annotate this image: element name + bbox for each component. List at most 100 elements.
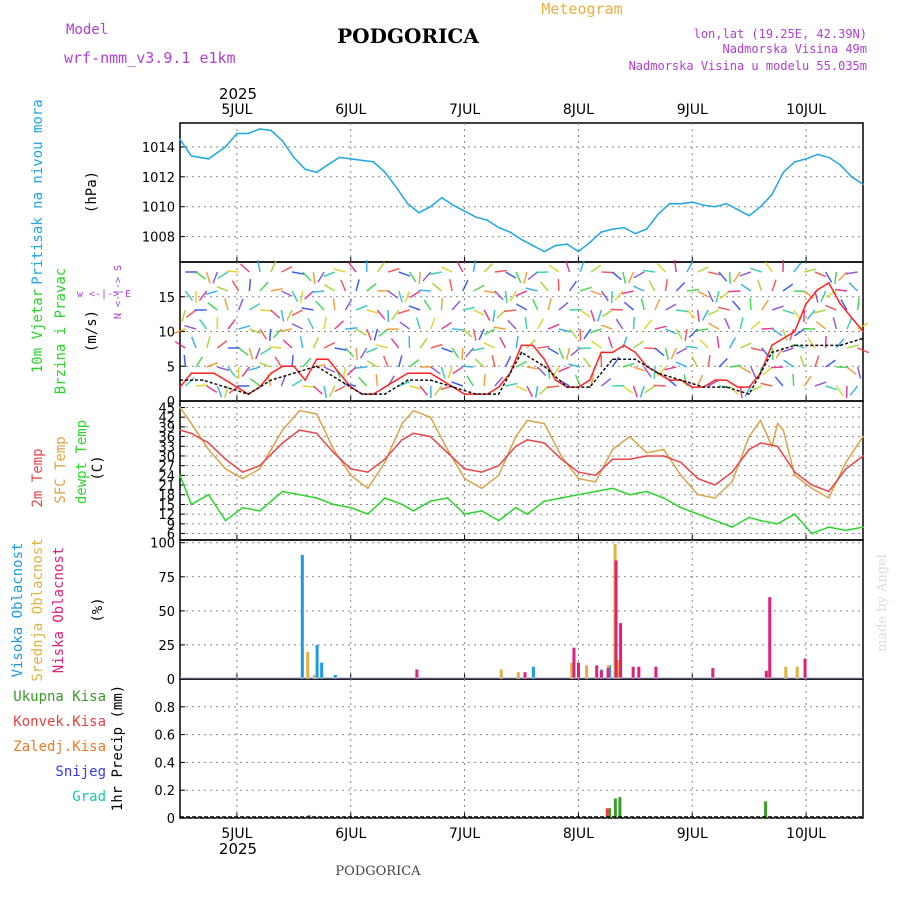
t2m-line-point <box>446 451 449 454</box>
sfc-temp-line-point <box>241 477 244 480</box>
wind-arrow <box>452 366 464 375</box>
pressure-line-point <box>281 140 284 142</box>
pressure-line-point <box>463 210 466 212</box>
wind-arrow <box>431 282 442 292</box>
wind-gust-line-point <box>725 386 728 388</box>
dewpt-line-point <box>401 503 403 506</box>
wind-arrow <box>515 336 519 349</box>
sfc-temp-line-point <box>515 435 517 438</box>
wind-arrow <box>270 309 281 319</box>
t2m-line-point <box>190 432 193 435</box>
wind-arrow <box>376 261 386 273</box>
wind-gust-line-point <box>657 372 659 375</box>
t2m-line-point <box>862 455 864 457</box>
wind-arrow <box>764 261 773 273</box>
wind-arrow <box>548 264 560 273</box>
wind-arrow <box>590 264 602 273</box>
sfc-temp-line-point <box>594 481 597 483</box>
wind-speed-line-point <box>258 386 261 388</box>
wind-speed-line-point <box>771 344 773 347</box>
dewpt-line-point <box>367 513 369 515</box>
wind-speed-line-point <box>201 372 204 375</box>
sfc-temp-line-point <box>560 455 563 457</box>
t2m-line-point <box>497 464 500 467</box>
pressure-ytick-label: 1014 <box>142 141 175 156</box>
wind-arrow <box>622 362 635 368</box>
wind-gust-line-point <box>611 358 614 361</box>
cloud-high-bar <box>300 554 304 679</box>
cloud-low-bar <box>415 669 419 679</box>
pressure-line-point <box>816 153 819 156</box>
wind-speed-line <box>179 281 864 395</box>
wind-arrow <box>241 366 250 378</box>
wind-arrow <box>835 338 845 349</box>
wind-arrow <box>840 299 848 311</box>
precip-conv-bar <box>605 808 609 818</box>
t2m-line-point <box>810 484 813 486</box>
sfc-temp-line-point <box>298 409 301 412</box>
wind-arrow <box>814 271 827 278</box>
wind-arrow <box>422 271 432 282</box>
wind-arrow <box>632 385 638 398</box>
wind-arrow <box>610 290 613 304</box>
wind-arrow <box>334 320 345 330</box>
wind-arrow <box>579 286 592 292</box>
pressure-line-point <box>429 205 432 208</box>
wind-arrow <box>803 290 815 300</box>
dewpt-line-point <box>577 493 580 496</box>
wind-arrow <box>770 366 784 369</box>
t2m-line-point <box>480 471 483 473</box>
cloud-high-bar <box>320 662 324 679</box>
pressure-line-point <box>862 183 864 186</box>
wind-arrow <box>398 380 411 387</box>
wind-arrow <box>642 269 656 273</box>
wind-arrow <box>749 267 762 273</box>
wind-arrow <box>820 290 827 303</box>
wind-arrow <box>654 325 667 330</box>
temp-2m-label: 2m Temp <box>30 448 46 507</box>
wind-arrow <box>462 306 475 311</box>
wind-arrow <box>212 271 219 284</box>
cloud-mid-bar <box>313 674 317 679</box>
wind-arrow <box>684 328 688 341</box>
cloud-low-bar <box>654 666 658 679</box>
wind-ytick-label: 5 <box>167 360 175 375</box>
temperature-ytick-label: 45 <box>158 401 175 416</box>
wind-arrow <box>762 366 773 376</box>
wind-arrow <box>499 337 507 349</box>
wind-arrow <box>355 304 368 311</box>
wind-arrow <box>505 382 518 387</box>
wind-arrow <box>355 347 359 361</box>
wind-arrow <box>334 385 346 393</box>
wind-arrow <box>409 290 421 299</box>
t2m-line-point <box>349 468 352 470</box>
wind-arrow <box>248 278 252 292</box>
sfc-temp-line-point <box>332 448 335 451</box>
dewpt-line-point <box>241 506 244 509</box>
wind-speed-line-point <box>372 393 375 395</box>
t2m-line-point <box>298 429 301 431</box>
wind-arrow <box>824 271 833 283</box>
wind-arrow <box>654 347 665 357</box>
wind-gust-line-point <box>793 344 796 347</box>
wind-arrow <box>526 385 534 397</box>
wind-arrow <box>654 298 661 311</box>
cloud-low-label: Niska Oblacnost <box>51 547 67 673</box>
wind-arrow <box>838 271 848 282</box>
precip-legend-item: Grad <box>72 789 106 805</box>
precipitation-ytick-label: 0.4 <box>154 756 175 771</box>
sfc-temp-line-point <box>349 474 352 477</box>
t2m-line-point <box>759 442 762 444</box>
wind-arrow <box>558 366 570 373</box>
wind-arrow <box>270 287 283 292</box>
pressure-line <box>179 128 864 253</box>
pressure-line-point <box>725 202 728 205</box>
wind-arrow <box>523 271 528 284</box>
cloud-low-bar <box>614 560 618 679</box>
wind-arrow <box>409 385 422 390</box>
sfc-temp-line-point <box>680 474 682 477</box>
wind-arrow <box>302 385 315 388</box>
pressure-line-point <box>315 171 318 174</box>
sfc-temp-line-point <box>776 422 779 425</box>
wind-arrow <box>750 385 762 392</box>
